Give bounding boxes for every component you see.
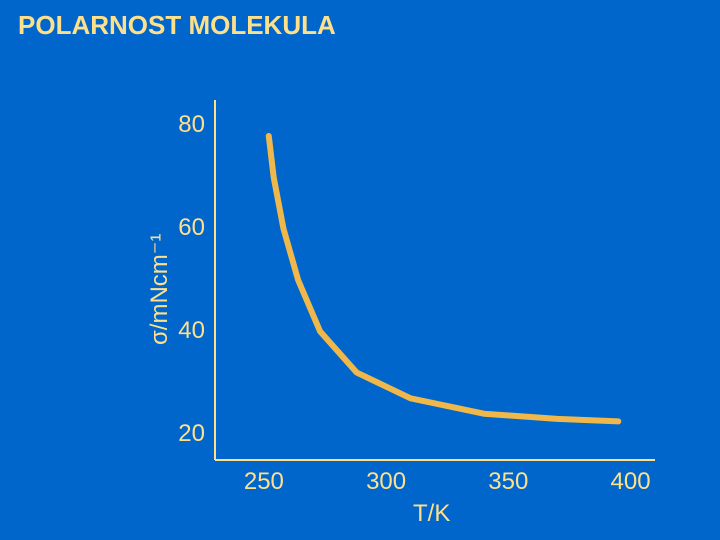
y-tick-label: 20	[165, 420, 205, 448]
slide: POLARNOST MOLEKULA 20406080250300350400T…	[0, 0, 720, 540]
y-tick-label: 80	[165, 111, 205, 139]
x-axis-label: T/K	[413, 500, 450, 528]
chart-svg	[0, 0, 720, 540]
x-tick-label: 250	[239, 468, 289, 496]
chart: 20406080250300350400T/Kσ/mNcm⁻¹	[0, 0, 720, 540]
x-tick-label: 300	[361, 468, 411, 496]
x-tick-label: 350	[483, 468, 533, 496]
y-axis-label: σ/mNcm⁻¹	[145, 233, 174, 344]
x-tick-label: 400	[606, 468, 656, 496]
